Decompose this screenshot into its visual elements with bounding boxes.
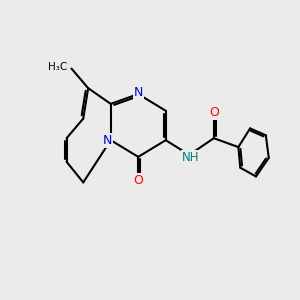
Text: H₃C: H₃C xyxy=(48,62,67,72)
Text: O: O xyxy=(133,174,143,187)
Text: N: N xyxy=(134,86,143,99)
Text: O: O xyxy=(209,106,219,119)
Text: N: N xyxy=(103,134,112,147)
Text: NH: NH xyxy=(182,152,200,164)
